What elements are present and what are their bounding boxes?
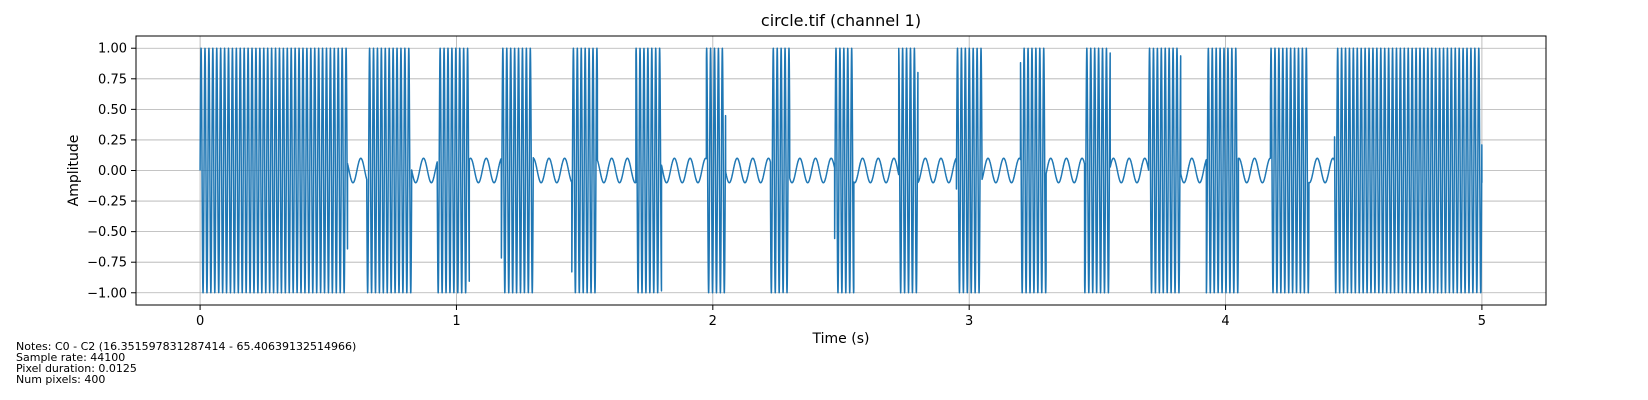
y-tick-label: −1.00 [87, 286, 127, 301]
notes-pixel-duration: Pixel duration: 0.0125 [16, 362, 137, 375]
plot-area [199, 47, 1483, 294]
x-axis-label: Time (s) [812, 331, 870, 347]
x-tick-label: 4 [1221, 314, 1229, 329]
y-tick-label: 0.50 [98, 103, 127, 118]
y-tick-label: 0.25 [98, 133, 127, 148]
x-tick-label: 3 [965, 314, 973, 329]
x-tick-label: 1 [452, 314, 460, 329]
y-tick-label: 0.75 [98, 72, 127, 87]
y-tick-label: 0.00 [98, 164, 127, 179]
ticks: 0 1 2 3 4 5 −1.00 −0.75 −0.50 −0.25 0.00 0.25 0.50 0.… [87, 42, 1486, 329]
y-tick-label: −0.25 [87, 195, 127, 210]
y-tick-label: 1.00 [98, 42, 127, 57]
x-tick-label: 0 [196, 314, 204, 329]
notes-sample-rate: Sample rate: 44100 [16, 351, 126, 364]
chart-title: circle.tif (channel 1) [761, 11, 921, 30]
x-tick-label: 5 [1478, 314, 1486, 329]
y-axis-label: Amplitude [66, 135, 82, 207]
notes-range: Notes: C0 - C2 (16.351597831287414 - 65.… [16, 340, 357, 353]
y-tick-label: −0.75 [87, 256, 127, 271]
x-tick-label: 2 [709, 314, 717, 329]
notes-block: Notes: C0 - C2 (16.351597831287414 - 65.… [16, 341, 356, 385]
series-line-0 [199, 47, 1483, 294]
y-tick-label: −0.50 [87, 225, 127, 240]
notes-num-pixels: Num pixels: 400 [16, 373, 106, 386]
